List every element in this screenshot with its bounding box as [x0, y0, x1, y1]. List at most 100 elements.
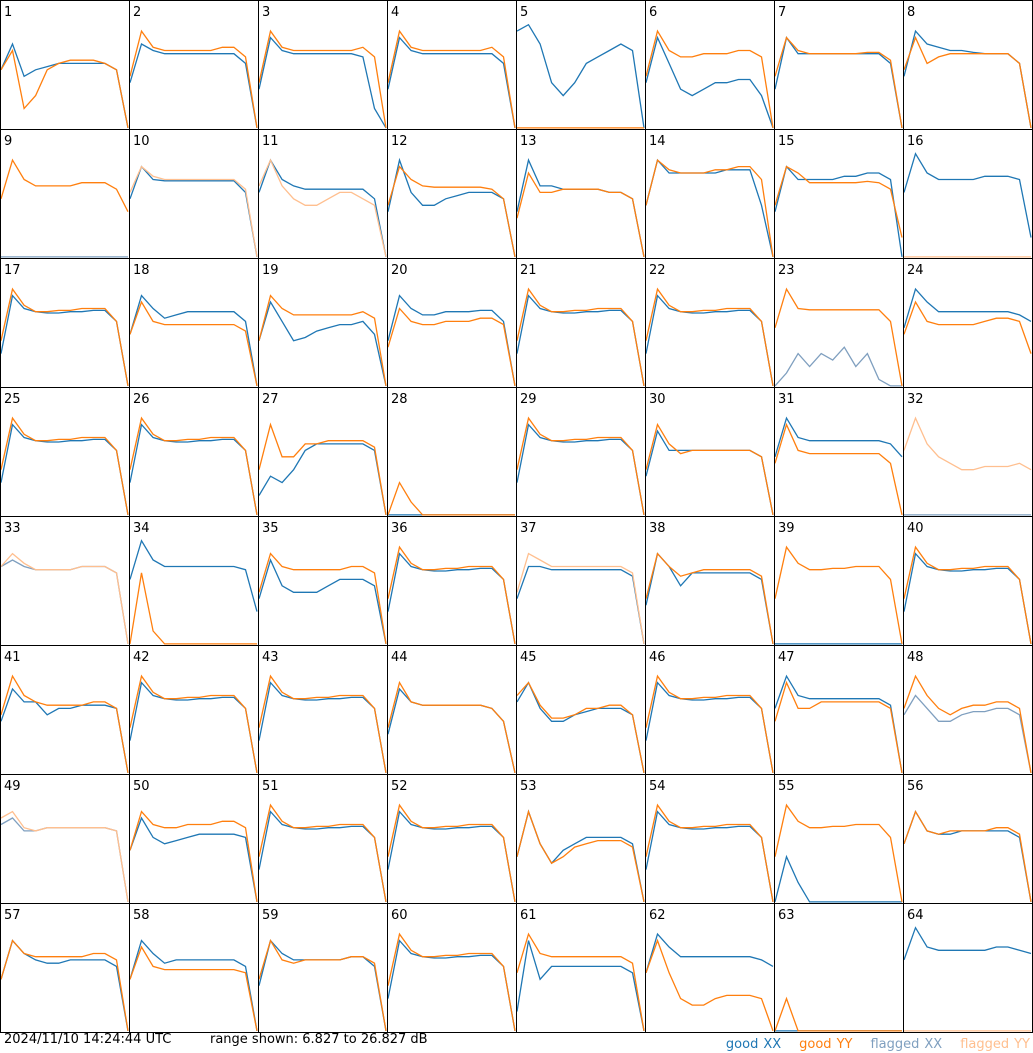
- spectrum-yy: [0, 552, 129, 645]
- spectrum-xx: [258, 558, 387, 645]
- plot: [903, 926, 1032, 1032]
- spectrum-xx: [516, 158, 645, 258]
- panel-number: 26: [133, 392, 150, 407]
- panel-number: 4: [391, 5, 399, 20]
- panel-number: 45: [520, 650, 537, 665]
- spectrum-xx: [903, 29, 1032, 129]
- plot: [387, 294, 516, 387]
- panel: 26: [129, 387, 259, 517]
- plot: [129, 674, 258, 774]
- plot: [645, 287, 774, 387]
- spectrum-yy: [258, 158, 387, 258]
- panel: 42: [129, 645, 259, 775]
- plot: [387, 29, 516, 129]
- panel: 60: [387, 903, 517, 1033]
- spectrum-xx: [258, 36, 387, 129]
- spectrum-yy: [387, 165, 516, 258]
- panel-number: 58: [133, 908, 150, 923]
- panel-number: 7: [778, 5, 786, 20]
- spectrum-xx: [258, 158, 387, 258]
- panel-number: 63: [778, 908, 795, 923]
- plot: [387, 481, 515, 516]
- spectrum-yy: [387, 29, 516, 129]
- spectrum-xx: [516, 809, 645, 903]
- plot: [903, 674, 1032, 774]
- panel: 1: [0, 0, 130, 130]
- panel: 5: [516, 0, 646, 130]
- spectrum-yy: [774, 996, 902, 1032]
- spectrum-xx: [0, 559, 129, 645]
- spectrum-yy: [516, 809, 645, 903]
- panel-border: [774, 0, 904, 130]
- panel: 62: [645, 903, 775, 1033]
- spectrum-yy: [0, 287, 129, 387]
- spectrum-xx: [903, 926, 1032, 961]
- spectrum-yy: [129, 810, 258, 902]
- plot: [129, 810, 258, 903]
- spectrum-xx: [387, 810, 516, 903]
- plot: [516, 552, 645, 645]
- panel: 2: [129, 0, 259, 130]
- spectrum-xx: [0, 423, 129, 516]
- panel: 16: [903, 129, 1033, 259]
- spectrum-yy: [0, 48, 129, 129]
- spectrum-xx: [516, 23, 645, 128]
- spectrum-yy: [0, 939, 129, 1032]
- spectrum-yy: [129, 416, 258, 516]
- panel-number: 52: [391, 779, 408, 794]
- plot: [516, 809, 645, 903]
- plot: [774, 165, 903, 257]
- plot: [258, 939, 387, 1032]
- panel-number: 24: [907, 263, 924, 278]
- plot: [645, 932, 774, 1032]
- legend-pol: XX: [924, 1037, 942, 1052]
- spectrum-xx: [516, 423, 645, 516]
- panel: 13: [516, 129, 646, 259]
- spectrum-yy: [387, 803, 516, 903]
- panel-number: 14: [649, 134, 666, 149]
- panel-border: [0, 129, 130, 259]
- panel-number: 57: [4, 908, 21, 923]
- legend-pol: XX: [763, 1037, 781, 1052]
- panel: 32: [903, 387, 1033, 517]
- panel: 52: [387, 774, 517, 904]
- plot: [774, 674, 903, 774]
- panel: 17: [0, 258, 130, 388]
- panel: 22: [645, 258, 775, 388]
- spectrum-xx: [903, 152, 1032, 238]
- panel-number: 48: [907, 650, 924, 665]
- plot: [903, 287, 1032, 354]
- panel-border: [129, 0, 259, 130]
- panel-number: 5: [520, 5, 528, 20]
- spectrum-xx: [774, 346, 902, 387]
- panel-number: 6: [649, 5, 657, 20]
- panel: 8: [903, 0, 1033, 130]
- legend-pol: YY: [836, 1037, 853, 1052]
- plot: [645, 552, 774, 645]
- spectrum-xx: [258, 300, 387, 387]
- plot: [258, 422, 387, 516]
- panel: 45: [516, 645, 646, 775]
- panel: 61: [516, 903, 646, 1033]
- plot: [645, 422, 774, 516]
- spectrum-xx: [0, 817, 129, 903]
- legend-entry: flagged YY: [960, 1037, 1030, 1052]
- panel-number: 42: [133, 650, 150, 665]
- spectrum-yy: [387, 307, 516, 387]
- panel-number: 17: [4, 263, 21, 278]
- spectrum-xx: [258, 443, 387, 516]
- spectrum-xx: [516, 681, 645, 774]
- plot: [774, 416, 903, 516]
- panel: 51: [258, 774, 388, 904]
- panel-number: 20: [391, 263, 408, 278]
- spectrum-yy: [387, 932, 516, 1032]
- panel-border: [258, 0, 388, 130]
- spectrum-yy: [129, 572, 257, 645]
- spectrum-yy: [129, 165, 258, 258]
- panel: 59: [258, 903, 388, 1033]
- panel: 40: [903, 516, 1033, 646]
- plot: [774, 545, 903, 645]
- panel: 37: [516, 516, 646, 646]
- plot: [774, 803, 903, 903]
